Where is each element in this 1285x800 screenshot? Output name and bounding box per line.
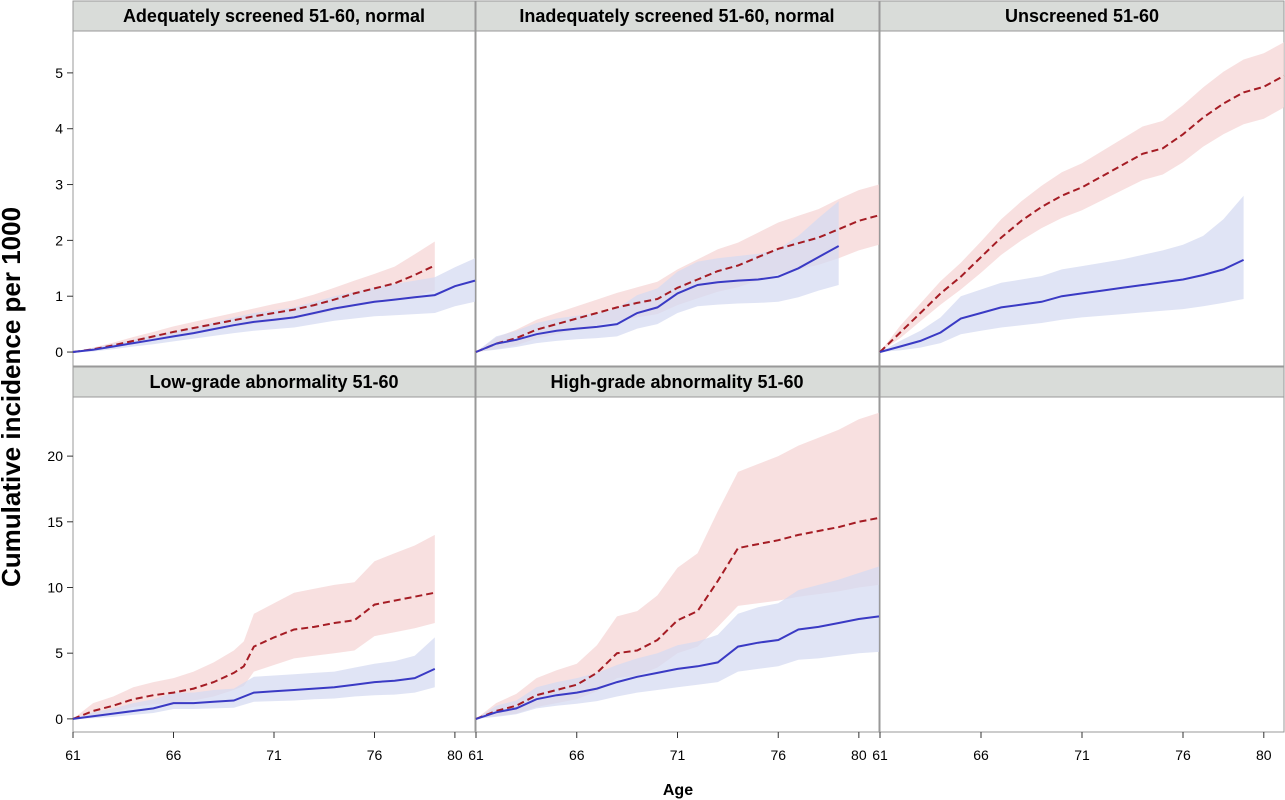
x-tick-label: 76	[770, 747, 786, 763]
y-tick-label: 5	[55, 645, 63, 661]
panel-low-grade: Low-grade abnormality 51-60 0 5 10 15 20 61 66…	[47, 366, 476, 763]
panel-strip	[879, 0, 1285, 32]
panel-marks: 0 1 2 3 4 5	[55, 65, 476, 360]
y-tick-label: 10	[47, 579, 63, 595]
x-tick-label: 71	[266, 747, 282, 763]
series-line-dashed	[475, 516, 880, 720]
panel-strip	[72, 0, 476, 32]
x-tick-label: 66	[973, 747, 989, 763]
y-tick-label: 20	[47, 448, 63, 464]
series-line-dashed	[72, 591, 435, 720]
y-tick-label: 4	[55, 121, 63, 137]
panel-strip	[475, 366, 880, 398]
x-tick-label: 66	[569, 747, 585, 763]
series-line-solid	[72, 667, 436, 720]
y-tick-label: 2	[55, 232, 63, 248]
panel-marks: 0 5 10 15 20 61 66 71 76 80	[47, 448, 462, 763]
panel-strip	[879, 366, 1285, 398]
x-tick-label: 80	[1256, 747, 1272, 763]
panel-inadequately-screened: Inadequately screened 51-60, normal	[475, 0, 880, 367]
confidence-band-dashed	[476, 412, 879, 719]
y-tick-label: 3	[55, 177, 63, 193]
confidence-band-dashed	[880, 42, 1284, 352]
confidence-band-solid	[73, 258, 475, 352]
x-tick-label: 76	[367, 747, 383, 763]
series-line-dashed	[879, 74, 1285, 353]
y-tick-label: 0	[55, 344, 63, 360]
series-line-solid	[72, 279, 476, 353]
series-line-solid	[475, 245, 840, 353]
x-tick-label: 76	[1175, 747, 1191, 763]
series-line-dashed	[475, 214, 880, 353]
confidence-band-solid	[73, 637, 435, 719]
series-line-dashed	[72, 264, 436, 353]
confidence-band-solid	[476, 566, 879, 719]
y-axis-title: Cumulative incidence per 1000	[0, 207, 26, 587]
x-tick-label: 80	[851, 747, 867, 763]
series-line-solid	[879, 258, 1245, 353]
panel-strip	[475, 0, 880, 32]
panel-strip-title: Low-grade abnormality 51-60	[149, 372, 398, 392]
panel-strip-title: Inadequately screened 51-60, normal	[519, 6, 834, 26]
panel-unscreened: Unscreened 51-60	[879, 0, 1285, 367]
panel-marks	[879, 42, 1285, 353]
y-tick-label: 0	[55, 711, 63, 727]
y-tick-label: 15	[47, 514, 63, 530]
panel-empty: 61 66 71 76 80	[872, 366, 1285, 763]
panel-strip-title: High-grade abnormality 51-60	[550, 372, 803, 392]
panel-strip-title: Unscreened 51-60	[1005, 6, 1159, 26]
panel-marks: 61 66 71 76 80	[468, 412, 880, 763]
y-tick-label: 1	[55, 288, 63, 304]
confidence-band-solid	[476, 201, 839, 352]
x-tick-label: 80	[447, 747, 463, 763]
x-tick-label: 71	[670, 747, 686, 763]
y-tick-label: 5	[55, 65, 63, 81]
x-tick-label: 61	[65, 747, 81, 763]
confidence-band-dashed	[73, 534, 435, 719]
x-axis-title: Age	[663, 782, 693, 799]
panel-strip	[72, 366, 476, 398]
panel-plot-area	[879, 396, 1285, 733]
panel-marks	[475, 184, 880, 353]
panel-adequately-screened: Adequately screened 51-60, normal 0 1 2 3 4 5	[55, 0, 476, 367]
panel-high-grade: High-grade abnormality 51-60 61 66 71 76 80	[468, 366, 880, 763]
x-tick-label: 71	[1074, 747, 1090, 763]
panel-plot-area	[475, 30, 880, 367]
series-line-solid	[475, 615, 880, 720]
confidence-band-solid	[880, 195, 1244, 352]
confidence-band-dashed	[476, 184, 879, 352]
x-tick-label: 66	[166, 747, 182, 763]
panel-strip-title: Adequately screened 51-60, normal	[123, 6, 425, 26]
x-tick-label: 61	[468, 747, 484, 763]
x-tick-label: 61	[872, 747, 888, 763]
